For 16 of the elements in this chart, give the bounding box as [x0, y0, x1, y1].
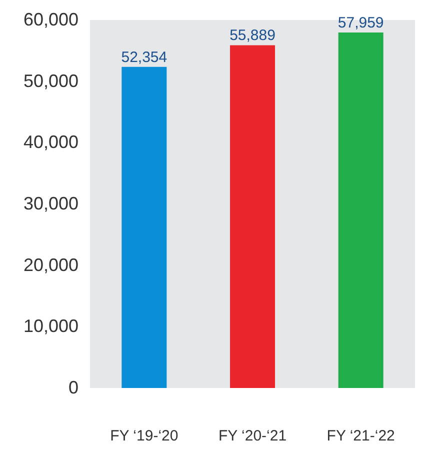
y-tick-label: 30,000: [23, 194, 78, 214]
data-label: 52,354: [121, 48, 168, 66]
x-tick-label: FY ‘19-‘20: [110, 428, 178, 444]
y-tick-label: 50,000: [23, 70, 78, 91]
data-label: 57,959: [338, 14, 384, 32]
data-label: 55,889: [230, 27, 276, 44]
y-tick-label: 40,000: [23, 132, 78, 152]
bar: [230, 45, 275, 388]
y-tick-label: 20,000: [23, 254, 78, 275]
y-tick-label: 10,000: [23, 316, 78, 336]
bar: [338, 32, 384, 388]
x-tick-label: FY ‘21-‘22: [326, 428, 395, 444]
y-tick-label: 60,000: [23, 10, 78, 30]
y-tick-label: 0: [68, 378, 78, 398]
bar: [122, 66, 167, 388]
x-tick-label: FY ‘20-‘21: [218, 428, 287, 444]
